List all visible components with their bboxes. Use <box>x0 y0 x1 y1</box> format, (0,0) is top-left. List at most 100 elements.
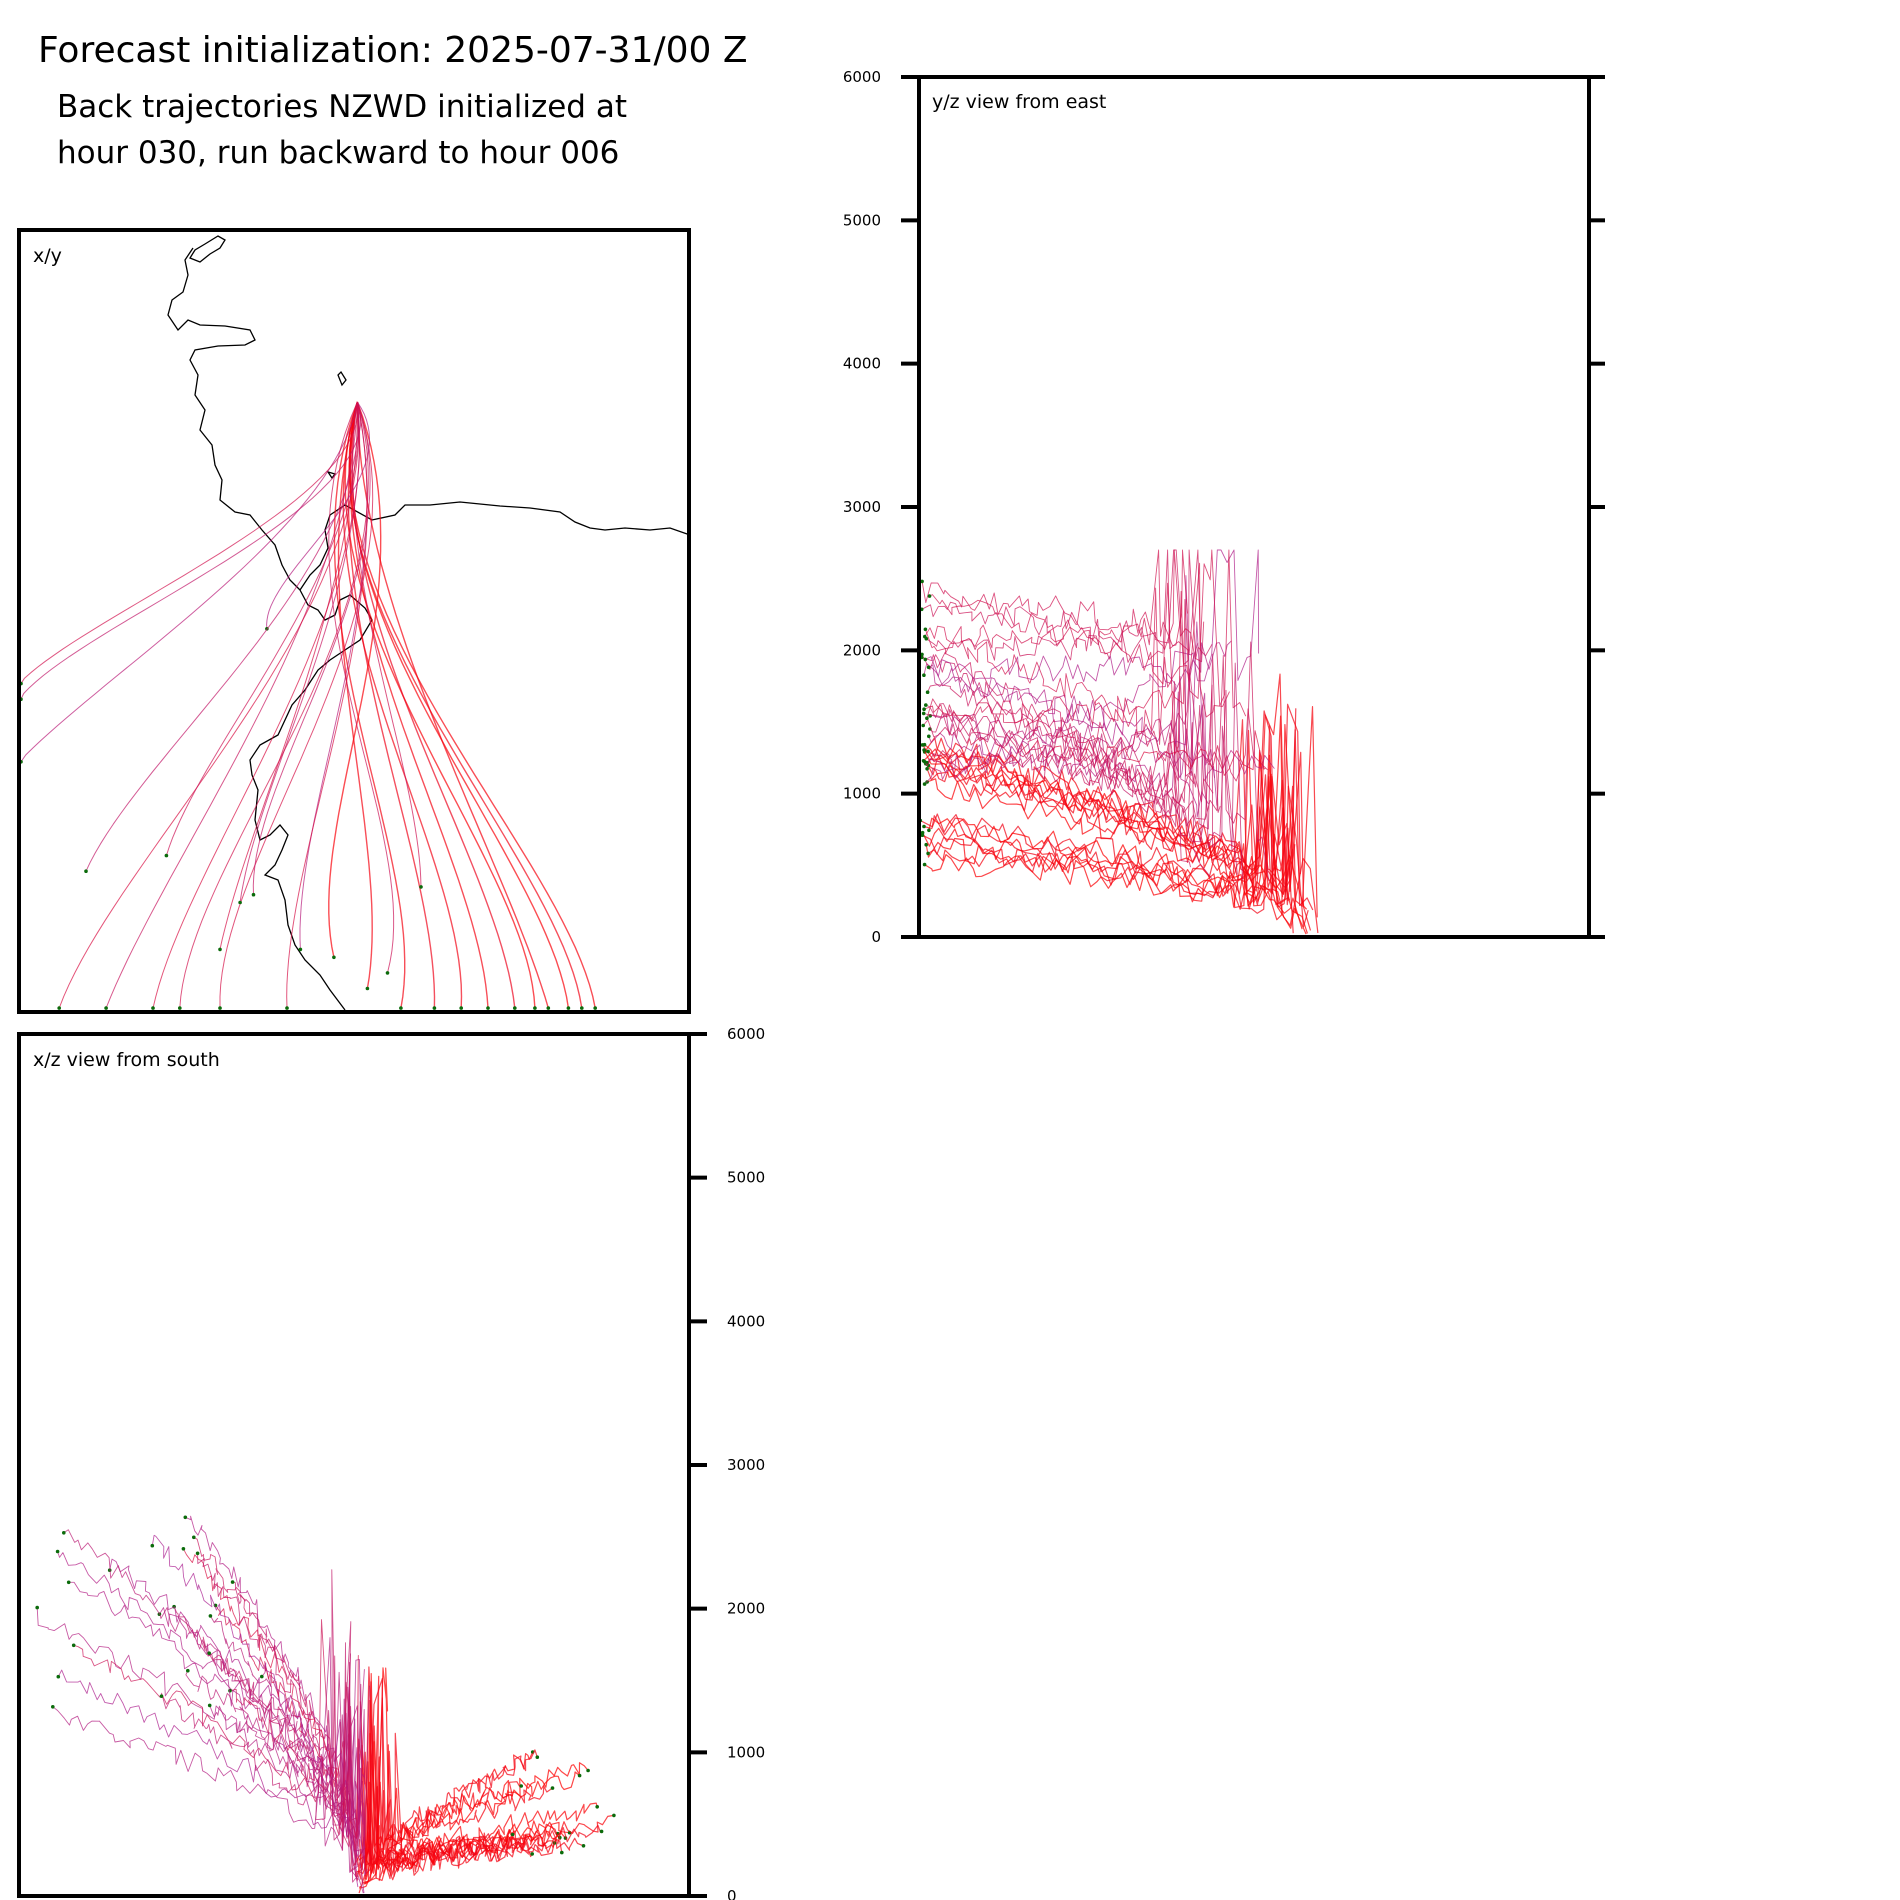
trajectory-endpoint <box>924 703 928 707</box>
trajectory-endpoint <box>921 711 926 716</box>
trajectory-endpoint <box>51 1705 55 1709</box>
profile-trajectory-line <box>185 1670 366 1855</box>
xy-trajectory-line <box>165 401 360 856</box>
y-tick-label: 4000 <box>727 1312 765 1330</box>
profile-trajectory-line <box>924 737 1289 902</box>
y-tick-label: 6000 <box>727 1025 765 1043</box>
profile-trajectory-line <box>197 1553 356 1877</box>
figure-subtitle-line2: hour 030, run backward to hour 006 <box>57 135 620 171</box>
trajectory-endpoint <box>150 1543 155 1548</box>
trajectory-endpoint <box>922 782 927 786</box>
trajectory-endpoint <box>510 1832 515 1837</box>
trajectory-endpoint <box>35 1605 39 1610</box>
trajectory-endpoint <box>178 1006 182 1010</box>
xy-trajectory-line <box>219 401 374 1009</box>
trajectory-endpoint <box>927 594 932 598</box>
profile-trajectory-line <box>928 754 1307 935</box>
trajectory-endpoint <box>923 627 928 632</box>
y-tick-label: 1000 <box>843 785 881 803</box>
trajectory-endpoint <box>385 971 390 975</box>
y-tick-label: 4000 <box>843 355 881 373</box>
trajectory-endpoint <box>419 885 423 889</box>
trajectory-endpoint <box>218 1006 222 1010</box>
profile-trajectory-line <box>925 549 1260 684</box>
profile-trajectory-line <box>927 684 1238 875</box>
xy-trajectory-line <box>348 401 570 1009</box>
profile-trajectory-line <box>925 729 1314 911</box>
yz-panel: 0 1000 2000 3000 4000 5000 6000 y/z view from … <box>843 68 1605 946</box>
xy-trajectory-line <box>333 401 406 1009</box>
profile-trajectory-line <box>922 785 1309 928</box>
profile-trajectory-line <box>63 1529 363 1871</box>
xy-trajectory-line <box>219 402 358 950</box>
trajectory-endpoint <box>922 707 926 711</box>
trajectory-endpoint <box>920 652 924 657</box>
profile-trajectory-line <box>215 1605 358 1882</box>
xy-trajectories <box>19 401 597 1010</box>
y-tick-label: 5000 <box>727 1169 765 1187</box>
profile-trajectory-line <box>926 698 1268 782</box>
trajectory-endpoint <box>920 833 925 837</box>
profile-trajectory-line <box>364 1666 538 1877</box>
xy-trajectory-line <box>152 401 361 1009</box>
trajectory-endpoint <box>922 673 926 677</box>
trajectory-endpoint <box>285 1006 289 1010</box>
trajectory-endpoint <box>925 716 929 720</box>
profile-trajectory-line <box>161 1662 359 1883</box>
trajectory-endpoint <box>530 1852 534 1856</box>
trajectory-endpoint <box>566 1006 571 1010</box>
trajectory-endpoint <box>332 955 336 960</box>
xy-trajectory-line <box>20 401 362 700</box>
trajectory-endpoint <box>208 1614 213 1618</box>
profile-trajectory-line <box>923 662 1243 880</box>
xy-trajectory-line <box>356 401 549 1009</box>
trajectory-endpoint <box>207 1703 212 1708</box>
xz-panel-frame <box>17 1032 691 1898</box>
trajectory-endpoint <box>260 1674 264 1679</box>
y-tick-label: 2000 <box>843 641 881 659</box>
trajectory-endpoint <box>612 1813 616 1818</box>
yz-panel-frame <box>917 75 1591 939</box>
xy-trajectory-line <box>286 401 368 1009</box>
trajectory-endpoint <box>599 1829 604 1834</box>
y-tick-label: 0 <box>871 928 881 946</box>
yz-axis: 0 1000 2000 3000 4000 5000 6000 <box>843 68 1605 946</box>
xz-panel-title: x/z view from south <box>33 1049 220 1071</box>
trajectory-endpoint <box>926 749 930 754</box>
profile-trajectory-line <box>925 676 1208 811</box>
trajectory-endpoint <box>595 1805 599 1809</box>
profile-trajectory-line <box>359 1785 553 1868</box>
trajectory-endpoint <box>577 1773 582 1778</box>
trajectory-endpoint <box>922 862 927 867</box>
trajectory-endpoint <box>546 1006 551 1010</box>
profile-trajectory-line <box>927 640 1232 772</box>
y-tick-label: 6000 <box>843 68 881 86</box>
profile-trajectory-line <box>920 725 1296 914</box>
profile-trajectory-line <box>73 1619 356 1863</box>
profile-trajectory-line <box>362 1756 563 1881</box>
trajectory-endpoint <box>459 1006 464 1010</box>
trajectory-endpoint <box>84 869 88 873</box>
y-tick-label: 1000 <box>727 1743 765 1761</box>
xy-trajectory-line <box>85 401 359 872</box>
trajectory-endpoint <box>298 947 303 952</box>
y-tick-label: 2000 <box>727 1600 765 1618</box>
trajectory-endpoint <box>580 1006 584 1010</box>
trajectory-endpoint <box>927 734 931 739</box>
profile-trajectory-line <box>926 549 1213 666</box>
trajectory-endpoint <box>486 1006 490 1010</box>
trajectory-endpoint <box>66 1580 71 1585</box>
profile-trajectory-line <box>208 1642 370 1842</box>
trajectory-endpoint <box>593 1006 597 1010</box>
trajectory-endpoint <box>535 1755 540 1759</box>
trajectory-endpoint <box>218 947 222 952</box>
trajectory-endpoint <box>921 723 925 728</box>
trajectory-endpoint <box>62 1531 66 1535</box>
trajectory-endpoint <box>181 1547 186 1551</box>
xy-trajectory-line <box>344 401 536 1009</box>
trajectory-endpoint <box>164 853 169 858</box>
xy-trajectory-line <box>348 401 583 1009</box>
trajectory-endpoint <box>432 1006 437 1010</box>
trajectory-endpoint <box>581 1844 586 1848</box>
